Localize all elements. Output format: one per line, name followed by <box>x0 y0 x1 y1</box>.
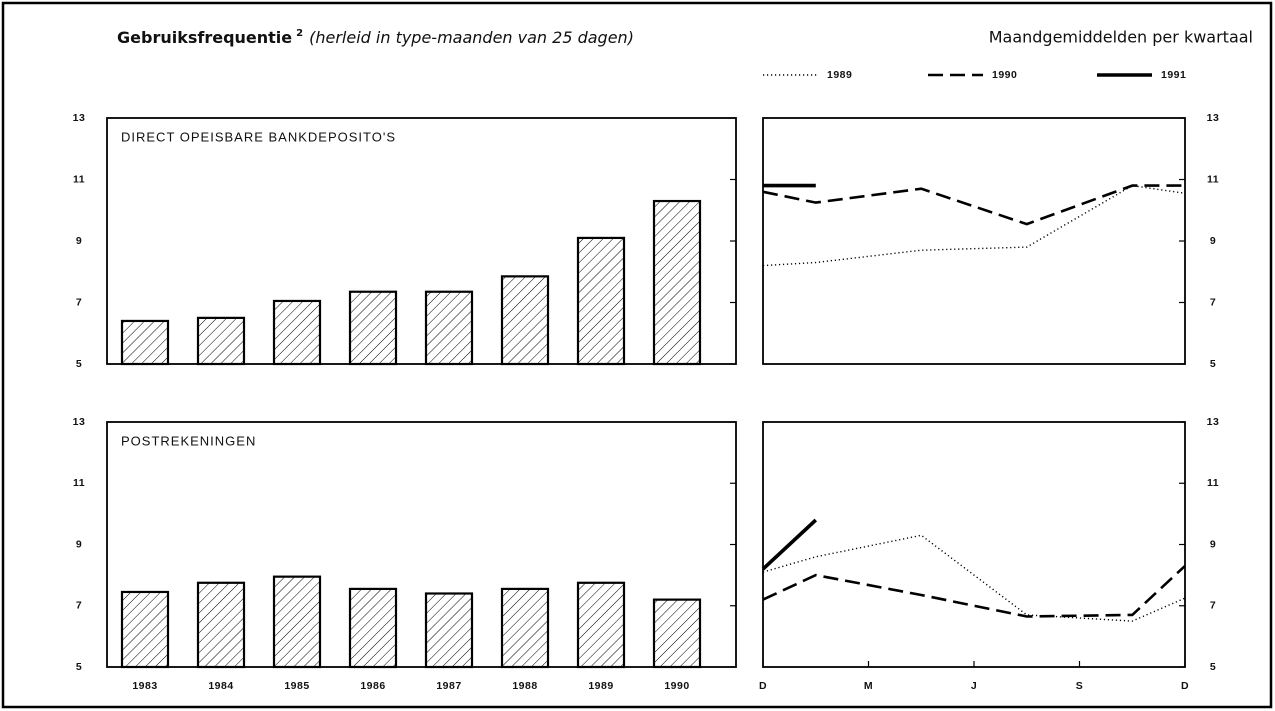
y-tick-label: 13 <box>1207 112 1220 124</box>
x-tick-label: M <box>864 680 873 692</box>
y-tick-label: 11 <box>1207 173 1219 185</box>
y-tick-label: 7 <box>76 296 82 308</box>
bar <box>196 316 246 366</box>
plot-frame <box>762 421 1186 668</box>
series-line <box>762 534 1186 622</box>
y-tick-label: 7 <box>1210 296 1216 308</box>
bar <box>272 299 322 366</box>
panel-title: POSTREKENINGEN <box>121 433 256 448</box>
y-tick-label: 11 <box>1207 477 1219 489</box>
y-tick-label: 5 <box>76 661 82 673</box>
x-tick-label: J <box>971 680 977 692</box>
y-tick-label: 5 <box>76 358 82 370</box>
bar <box>652 199 702 366</box>
x-tick-label: 1986 <box>360 680 385 692</box>
y-tick-label: 13 <box>73 112 86 124</box>
y-tick-label: 9 <box>76 235 82 247</box>
series-line <box>761 518 818 571</box>
x-tick-label: D <box>1181 680 1189 692</box>
legend-label: 1989 <box>827 69 852 81</box>
bar <box>348 587 398 669</box>
panel-title: DIRECT OPEISBARE BANKDEPOSITO'S <box>121 129 396 144</box>
subtitle: (herleid in type-maanden van 25 dagen) <box>309 28 634 47</box>
bar <box>120 590 170 669</box>
y-tick-label: 7 <box>1210 600 1216 612</box>
y-tick-label: 11 <box>73 477 85 489</box>
header-title: Gebruiksfrequentie 2 (herleid in type-maan… <box>117 28 634 47</box>
y-tick-label: 13 <box>73 416 86 428</box>
legend-label: 1991 <box>1161 69 1186 81</box>
bar <box>424 290 474 366</box>
legend-label: 1990 <box>992 69 1017 81</box>
title: Gebruiksfrequentie <box>117 28 292 47</box>
y-tick-label: 5 <box>1210 358 1216 370</box>
x-tick-label: 1984 <box>208 680 233 692</box>
y-tick-label: 11 <box>73 173 85 185</box>
bar <box>652 598 702 669</box>
bar <box>500 587 550 669</box>
right-title: Maandgemiddelden per kwartaal <box>989 28 1253 47</box>
x-tick-label: 1985 <box>284 680 309 692</box>
bar <box>576 236 626 366</box>
y-tick-label: 5 <box>1210 661 1216 673</box>
bar <box>424 592 474 669</box>
y-tick-label: 9 <box>76 538 82 550</box>
bar <box>500 275 550 366</box>
x-tick-label: 1988 <box>512 680 537 692</box>
y-tick-label: 7 <box>76 600 82 612</box>
bar <box>576 581 626 669</box>
y-tick-label: 13 <box>1207 416 1220 428</box>
x-tick-label: 1989 <box>588 680 613 692</box>
x-tick-label: 1987 <box>436 680 461 692</box>
series-line <box>762 564 1186 618</box>
bar <box>348 290 398 366</box>
bar <box>120 319 170 366</box>
x-tick-label: D <box>759 680 767 692</box>
x-tick-label: 1990 <box>664 680 689 692</box>
plot-frame <box>762 117 1186 365</box>
x-tick-label: S <box>1076 680 1084 692</box>
series-line <box>762 184 1185 226</box>
y-tick-label: 9 <box>1210 235 1216 247</box>
y-tick-label: 9 <box>1210 538 1216 550</box>
bar <box>272 575 322 669</box>
series-line <box>762 184 1186 267</box>
x-tick-label: 1983 <box>132 680 157 692</box>
bar <box>196 581 246 669</box>
footnote-mark: 2 <box>296 28 303 39</box>
